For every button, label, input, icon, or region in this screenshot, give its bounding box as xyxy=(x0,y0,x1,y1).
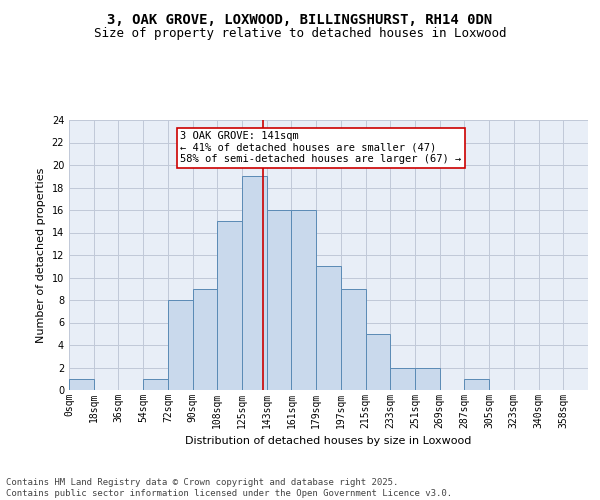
Text: 3, OAK GROVE, LOXWOOD, BILLINGSHURST, RH14 0DN: 3, OAK GROVE, LOXWOOD, BILLINGSHURST, RH… xyxy=(107,12,493,26)
Text: Contains HM Land Registry data © Crown copyright and database right 2025.
Contai: Contains HM Land Registry data © Crown c… xyxy=(6,478,452,498)
Bar xyxy=(267,210,292,390)
Bar xyxy=(415,368,440,390)
Bar xyxy=(316,266,341,390)
Bar xyxy=(143,379,168,390)
Bar xyxy=(168,300,193,390)
Bar xyxy=(365,334,390,390)
Bar xyxy=(341,289,365,390)
Bar xyxy=(217,221,242,390)
Bar xyxy=(193,289,217,390)
Bar xyxy=(464,379,489,390)
Bar xyxy=(390,368,415,390)
Bar xyxy=(69,379,94,390)
Text: 3 OAK GROVE: 141sqm
← 41% of detached houses are smaller (47)
58% of semi-detach: 3 OAK GROVE: 141sqm ← 41% of detached ho… xyxy=(180,131,461,164)
Text: Size of property relative to detached houses in Loxwood: Size of property relative to detached ho… xyxy=(94,28,506,40)
Bar xyxy=(292,210,316,390)
Y-axis label: Number of detached properties: Number of detached properties xyxy=(36,168,46,342)
Bar xyxy=(242,176,267,390)
X-axis label: Distribution of detached houses by size in Loxwood: Distribution of detached houses by size … xyxy=(185,436,472,446)
